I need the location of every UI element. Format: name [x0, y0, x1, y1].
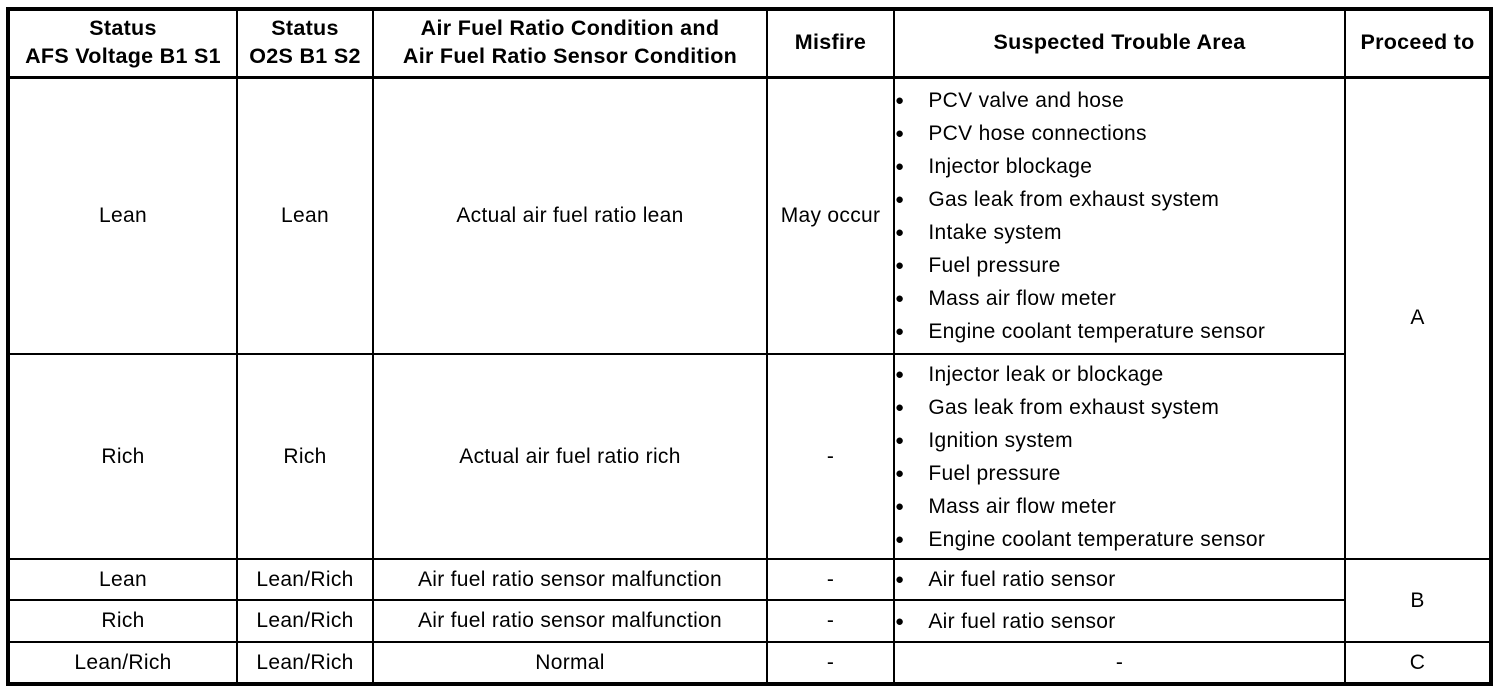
cell-trouble-area: ● Air fuel ratio sensor — [893, 599, 1346, 643]
header-misfire: Misfire — [766, 8, 895, 79]
cell-misfire: - — [766, 558, 895, 601]
cell-afs-status: Lean — [7, 558, 238, 601]
bullet-icon: ● — [895, 365, 905, 383]
cell-o2s-status: Rich — [236, 353, 374, 560]
list-item: ● Intake system — [895, 220, 1062, 244]
cell-condition: Normal — [372, 641, 768, 685]
list-item: ● Injector blockage — [895, 154, 1093, 178]
cell-afs-status: Lean — [7, 76, 238, 355]
list-item: ● Fuel pressure — [895, 253, 1061, 277]
list-item: ● Gas leak from exhaust system — [895, 395, 1220, 419]
list-item: ● Engine coolant temperature sensor — [895, 527, 1266, 551]
cell-condition: Air fuel ratio sensor malfunction — [372, 558, 768, 601]
cell-o2s-status: Lean — [236, 76, 374, 355]
header-condition: Air Fuel Ratio Condition and Air Fuel Ra… — [372, 8, 768, 79]
list-item: ● Mass air flow meter — [895, 494, 1117, 518]
cell-proceed-to: C — [1344, 641, 1492, 685]
cell-proceed-to: A — [1344, 76, 1492, 560]
bullet-icon: ● — [895, 464, 905, 482]
list-item: ● PCV hose connections — [895, 121, 1147, 145]
header-afs-voltage: Status AFS Voltage B1 S1 — [7, 8, 238, 79]
bullet-icon: ● — [895, 431, 905, 449]
list-item: ● Ignition system — [895, 428, 1073, 452]
bullet-icon: ● — [895, 530, 905, 548]
bullet-icon: ● — [895, 497, 905, 515]
cell-afs-status: Rich — [7, 599, 238, 643]
bullet-icon: ● — [895, 571, 905, 588]
list-item: ● PCV valve and hose — [895, 88, 1125, 112]
list-item: ● Air fuel ratio sensor — [895, 568, 1116, 591]
list-item: ● Engine coolant temperature sensor — [895, 319, 1266, 343]
header-proceed-to: Proceed to — [1344, 8, 1492, 79]
table-header: Status AFS Voltage B1 S1 Status O2S B1 S… — [7, 8, 1492, 79]
cell-misfire: - — [766, 599, 895, 643]
cell-o2s-status: Lean/Rich — [236, 641, 374, 685]
bullet-icon: ● — [895, 91, 905, 109]
header-row: Status AFS Voltage B1 S1 Status O2S B1 S… — [7, 8, 1492, 79]
bullet-icon: ● — [895, 190, 905, 208]
cell-condition: Air fuel ratio sensor malfunction — [372, 599, 768, 643]
list-item: ● Mass air flow meter — [895, 286, 1117, 310]
trouble-list: ● Air fuel ratio sensor — [895, 605, 1343, 638]
bullet-icon: ● — [895, 398, 905, 416]
cell-misfire: - — [766, 353, 895, 560]
bullet-icon: ● — [895, 124, 905, 142]
bullet-icon: ● — [895, 612, 905, 630]
cell-afs-status: Rich — [7, 353, 238, 560]
air-fuel-ratio-diagnostic-table: Status AFS Voltage B1 S1 Status O2S B1 S… — [6, 7, 1493, 686]
trouble-list: ● Injector leak or blockage ● Gas leak fro… — [895, 358, 1343, 556]
bullet-icon: ● — [895, 289, 905, 307]
trouble-list: ● PCV valve and hose ● PCV hose connection… — [895, 84, 1343, 348]
bullet-icon: ● — [895, 322, 905, 340]
table-row: Lean Lean Actual air fuel ratio lean May… — [7, 76, 1492, 560]
cell-condition: Actual air fuel ratio lean — [372, 76, 768, 355]
cell-trouble-area: ● Injector leak or blockage ● Gas leak fro… — [893, 353, 1346, 560]
bullet-icon: ● — [895, 256, 905, 274]
cell-trouble-area: ● PCV valve and hose ● PCV hose connection… — [893, 76, 1346, 355]
cell-condition: Actual air fuel ratio rich — [372, 353, 768, 560]
cell-afs-status: Lean/Rich — [7, 641, 238, 685]
cell-o2s-status: Lean/Rich — [236, 599, 374, 643]
list-item: ● Fuel pressure — [895, 461, 1061, 485]
table-row: Lean Lean/Rich Air fuel ratio sensor mal… — [7, 558, 1492, 643]
list-item: ● Gas leak from exhaust system — [895, 187, 1220, 211]
cell-proceed-to: B — [1344, 558, 1492, 643]
header-o2s: Status O2S B1 S2 — [236, 8, 374, 79]
cell-trouble-area: - — [893, 641, 1346, 685]
bullet-icon: ● — [895, 223, 905, 241]
bullet-icon: ● — [895, 157, 905, 175]
trouble-list: ● Air fuel ratio sensor — [895, 563, 1343, 596]
table-body: Lean Lean Actual air fuel ratio lean May… — [7, 76, 1492, 685]
cell-misfire: May occur — [766, 76, 895, 355]
cell-o2s-status: Lean/Rich — [236, 558, 374, 601]
table-row: Rich Rich Actual air fuel ratio rich - ●… — [7, 353, 1491, 560]
cell-misfire: - — [766, 641, 895, 685]
table-row: Rich Lean/Rich Air fuel ratio sensor mal… — [7, 599, 1491, 643]
cell-trouble-area: ● Air fuel ratio sensor — [893, 558, 1346, 601]
table-row: Lean/Rich Lean/Rich Normal - - C — [7, 641, 1492, 685]
list-item: ● Air fuel ratio sensor — [895, 609, 1116, 633]
list-item: ● Injector leak or blockage — [895, 362, 1164, 386]
header-suspected-trouble-area: Suspected Trouble Area — [893, 8, 1346, 79]
